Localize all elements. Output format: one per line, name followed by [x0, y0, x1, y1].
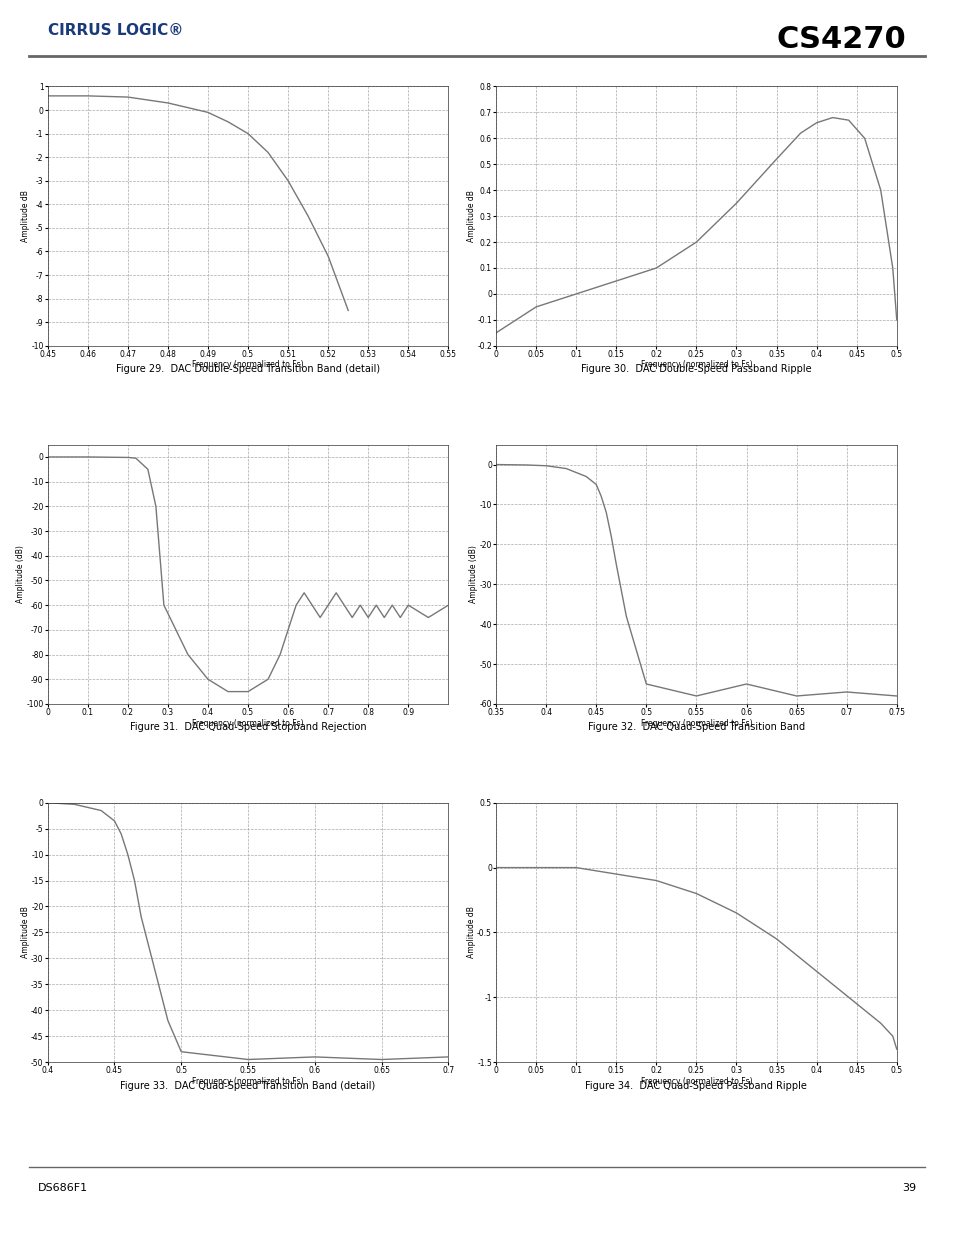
Y-axis label: Amplitude (dB): Amplitude (dB)	[16, 546, 25, 603]
Text: Figure 34.  DAC Quad-Speed Passband Ripple: Figure 34. DAC Quad-Speed Passband Rippl…	[585, 1081, 806, 1091]
Text: Figure 32.  DAC Quad-Speed Transition Band: Figure 32. DAC Quad-Speed Transition Ban…	[587, 722, 804, 732]
Y-axis label: Amplitude (dB): Amplitude (dB)	[469, 546, 477, 603]
Y-axis label: Amplitude dB: Amplitude dB	[466, 906, 476, 958]
Text: Figure 33.  DAC Quad-Speed Transition Band (detail): Figure 33. DAC Quad-Speed Transition Ban…	[120, 1081, 375, 1091]
Y-axis label: Amplitude dB: Amplitude dB	[466, 190, 476, 242]
X-axis label: Frequency (normalized to Fs): Frequency (normalized to Fs)	[192, 719, 304, 727]
X-axis label: Frequency (normalized to Fs): Frequency (normalized to Fs)	[192, 361, 304, 369]
Text: Figure 29.  DAC Double-Speed Transition Band (detail): Figure 29. DAC Double-Speed Transition B…	[116, 364, 379, 374]
Text: Figure 31.  DAC Quad-Speed Stopband Rejection: Figure 31. DAC Quad-Speed Stopband Rejec…	[130, 722, 366, 732]
Text: 39: 39	[901, 1183, 915, 1193]
X-axis label: Frequency (normalized to Fs): Frequency (normalized to Fs)	[639, 719, 752, 727]
Text: CIRRUS LOGIC®: CIRRUS LOGIC®	[48, 23, 183, 38]
X-axis label: Frequency (normalized to Fs): Frequency (normalized to Fs)	[639, 361, 752, 369]
Text: DS686F1: DS686F1	[38, 1183, 89, 1193]
Y-axis label: Amplitude dB: Amplitude dB	[21, 906, 30, 958]
X-axis label: Frequency (normalized to Fs): Frequency (normalized to Fs)	[639, 1077, 752, 1086]
Text: CS4270: CS4270	[776, 25, 905, 54]
Y-axis label: Amplitude dB: Amplitude dB	[21, 190, 30, 242]
X-axis label: Frequency (normalized to Fs): Frequency (normalized to Fs)	[192, 1077, 304, 1086]
Text: Figure 30.  DAC Double-Speed Passband Ripple: Figure 30. DAC Double-Speed Passband Rip…	[580, 364, 811, 374]
